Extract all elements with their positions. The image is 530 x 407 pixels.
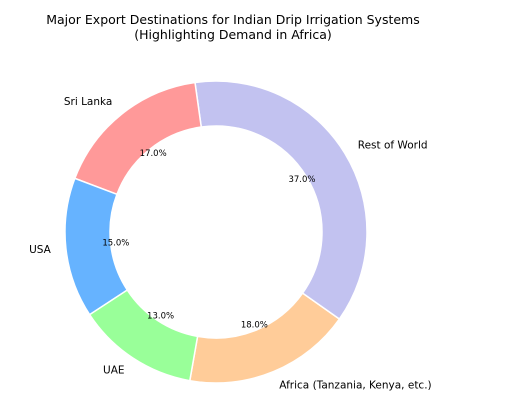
slice-value-africa-tanzania-kenya-etc: 18.0% [241,321,268,331]
slice-label-africa-tanzania-kenya-etc: Africa (Tanzania, Kenya, etc.) [279,380,431,392]
slice-label-rest-of-world: Rest of World [358,139,428,151]
slice-africa-tanzania-kenya-etc [188,292,341,384]
slice-value-usa: 15.0% [102,238,129,248]
slice-label-usa: USA [29,244,52,256]
slice-uae [88,289,199,382]
donut-slices [64,80,368,384]
slice-label-sri-lanka: Sri Lanka [64,96,113,108]
chart-subtitle: (Highlighting Demand in Africa) [134,27,332,42]
chart-title: Major Export Destinations for Indian Dri… [46,12,420,27]
slice-value-rest-of-world: 37.0% [288,175,315,185]
slice-value-uae: 13.0% [147,312,174,322]
slice-labels: Africa (Tanzania, Kenya, etc.) 18.0% Rest … [29,96,432,391]
slice-rest-of-world [194,80,368,321]
slice-label-uae: UAE [103,365,125,377]
slice-value-sri-lanka: 17.0% [140,149,167,159]
